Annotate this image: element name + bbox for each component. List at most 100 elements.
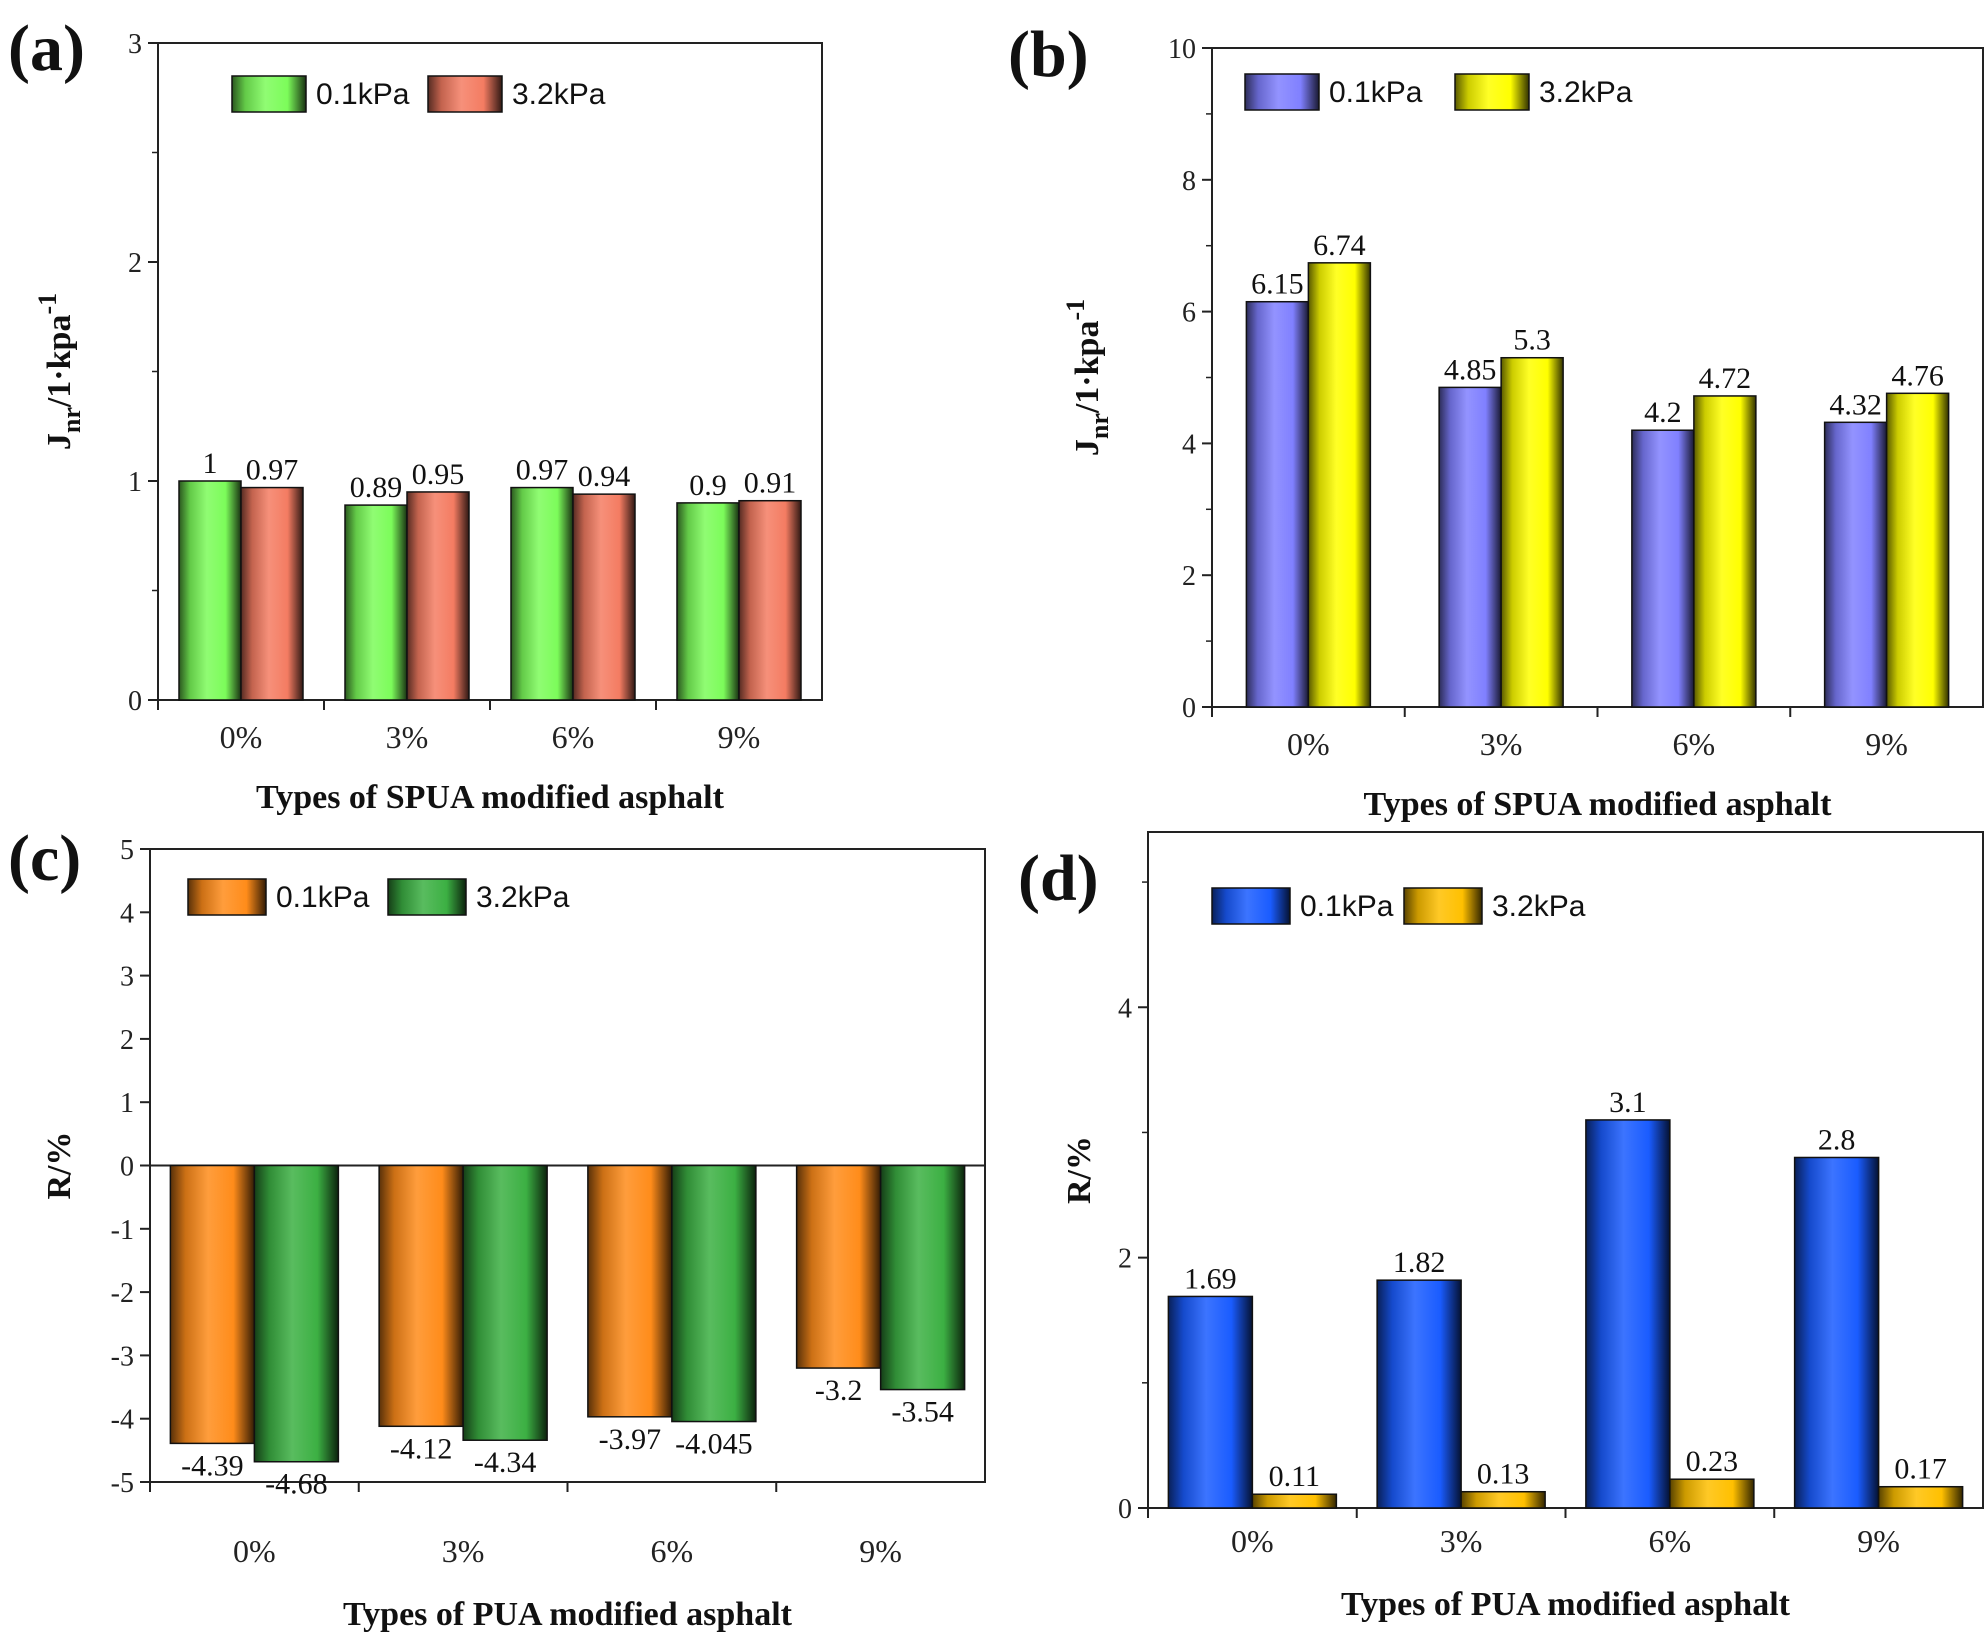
bar-32kpa-6pct xyxy=(572,493,636,701)
data-label: 0.97 xyxy=(246,454,299,487)
data-label: 0.91 xyxy=(744,467,797,500)
bar-32kpa-6pct xyxy=(671,1164,757,1423)
bar-32kpa-9pct xyxy=(1885,392,1950,708)
data-label: 0.95 xyxy=(412,458,465,491)
bar-01kpa-3pct xyxy=(344,504,408,701)
y-tick-label: 4 xyxy=(120,898,134,929)
bar-32kpa-9pct xyxy=(879,1164,966,1391)
legend-swatch xyxy=(187,878,267,916)
y-tick-label: 3 xyxy=(128,29,142,60)
bar-01kpa-6pct xyxy=(510,486,574,701)
y-axis-title: Jnr/1·kpa-1 xyxy=(1061,299,1114,456)
legend-label: 3.2kPa xyxy=(512,78,606,111)
legend-label: 3.2kPa xyxy=(1492,890,1586,923)
data-label: 0.13 xyxy=(1477,1458,1530,1491)
bar-32kpa-9pct xyxy=(738,499,802,701)
bar-32kpa-0pct xyxy=(1251,1493,1338,1509)
chart-panel-a: 0 1 2 3 0% 3% 6% 9% 1 0.89 0.97 0.9 0.97 0.95 0.94 0.91… xyxy=(8,12,823,816)
data-label: 2.8 xyxy=(1818,1123,1856,1156)
legend-label: 0.1kPa xyxy=(1300,890,1394,923)
legend-label: 0.1kPa xyxy=(276,881,370,914)
x-axis-title: Types of SPUA modified asphalt xyxy=(1364,786,1833,823)
bar-32kpa-0pct xyxy=(240,486,304,701)
bar-01kpa-9pct xyxy=(676,502,740,701)
y-tick-label: 2 xyxy=(1182,561,1196,592)
y-tick-label: -1 xyxy=(111,1215,134,1246)
data-label: 1 xyxy=(203,447,218,480)
y-tick-label: 1 xyxy=(128,467,142,498)
bar-32kpa-6pct xyxy=(1693,395,1757,708)
legend-swatch xyxy=(231,75,307,113)
chart-panel-b: 0 2 4 6 8 10 0% 3% 6% 9% 6.15 4.85 4.2 4.32 6.74 5.3 4.7… xyxy=(1008,18,1984,823)
y-tick-label: -5 xyxy=(111,1468,134,1499)
data-label: 0.89 xyxy=(350,471,403,504)
data-label: 6.15 xyxy=(1251,268,1304,301)
legend-swatch xyxy=(387,878,467,916)
x-tick-label: 3% xyxy=(1440,1523,1483,1559)
data-label: -4.68 xyxy=(265,1468,328,1501)
bar-32kpa-3pct xyxy=(462,1164,548,1441)
data-label: -4.34 xyxy=(474,1446,537,1479)
data-label: 5.3 xyxy=(1513,324,1551,357)
x-tick-label: 3% xyxy=(1480,726,1523,762)
bar-01kpa-6pct xyxy=(1585,1119,1671,1509)
y-tick-label: 2 xyxy=(120,1025,134,1056)
x-tick-label: 9% xyxy=(1857,1523,1900,1559)
data-label: 6.74 xyxy=(1313,229,1366,262)
bar-01kpa-3pct xyxy=(378,1164,464,1428)
x-tick-label: 0% xyxy=(233,1533,276,1569)
bar-32kpa-3pct xyxy=(1500,356,1564,708)
legend-swatch xyxy=(1244,73,1320,111)
data-label: 0.94 xyxy=(578,460,631,493)
data-label: 0.23 xyxy=(1686,1445,1739,1478)
data-label: 0.97 xyxy=(516,454,569,487)
bar-01kpa-0pct xyxy=(169,1164,256,1445)
legend-label: 3.2kPa xyxy=(476,881,570,914)
data-label: -3.54 xyxy=(891,1396,954,1429)
y-axis-title: R/% xyxy=(1061,1136,1098,1204)
data-label: 1.82 xyxy=(1393,1246,1446,1279)
y-tick-label: 10 xyxy=(1168,34,1196,65)
y-tick-label: 0 xyxy=(120,1152,134,1183)
y-tick-label: 0 xyxy=(1182,693,1196,724)
y-tick-label: 6 xyxy=(1182,298,1196,329)
data-label: -4.39 xyxy=(181,1449,244,1482)
bar-32kpa-0pct xyxy=(253,1164,340,1463)
bar-01kpa-9pct xyxy=(1823,421,1888,708)
x-axis-title: Types of PUA modified asphalt xyxy=(1341,1586,1791,1623)
panel-label: (d) xyxy=(1018,842,1099,915)
x-tick-label: 9% xyxy=(718,719,761,755)
x-tick-label: 3% xyxy=(386,719,429,755)
bar-32kpa-0pct xyxy=(1307,262,1372,708)
legend-swatch xyxy=(1211,887,1291,925)
data-label: -3.97 xyxy=(599,1423,662,1456)
data-label: 3.1 xyxy=(1609,1086,1647,1119)
x-tick-label: 0% xyxy=(1231,1523,1274,1559)
y-tick-label: -3 xyxy=(111,1341,134,1372)
data-label: 4.76 xyxy=(1891,359,1944,392)
bar-01kpa-3pct xyxy=(1376,1279,1462,1509)
x-tick-label: 6% xyxy=(1673,726,1716,762)
y-tick-label: 2 xyxy=(1118,1244,1132,1275)
data-label: 0.11 xyxy=(1269,1460,1320,1493)
legend-swatch xyxy=(427,75,503,113)
data-label: -3.2 xyxy=(815,1374,863,1407)
data-label: 4.2 xyxy=(1644,396,1682,429)
panel-label: (c) xyxy=(8,822,81,895)
y-axis-title: R/% xyxy=(41,1132,78,1200)
y-tick-label: -2 xyxy=(111,1278,134,1309)
data-label: 4.85 xyxy=(1444,353,1497,386)
x-tick-label: 6% xyxy=(1649,1523,1692,1559)
bar-32kpa-3pct xyxy=(406,491,470,701)
panel-label: (b) xyxy=(1008,18,1089,91)
chart-panel-d: 0 2 4 0% 3% 6% 9% 1.69 1.82 3.1 2.8 0.11 0.13 0.23 0.1… xyxy=(1018,831,1984,1623)
y-tick-label: 2 xyxy=(128,248,142,279)
x-tick-label: 0% xyxy=(220,719,263,755)
x-tick-label: 9% xyxy=(859,1533,902,1569)
legend-swatch xyxy=(1403,887,1483,925)
bar-01kpa-3pct xyxy=(1438,386,1502,708)
data-label: 4.72 xyxy=(1699,362,1752,395)
bar-01kpa-9pct xyxy=(1793,1156,1880,1509)
